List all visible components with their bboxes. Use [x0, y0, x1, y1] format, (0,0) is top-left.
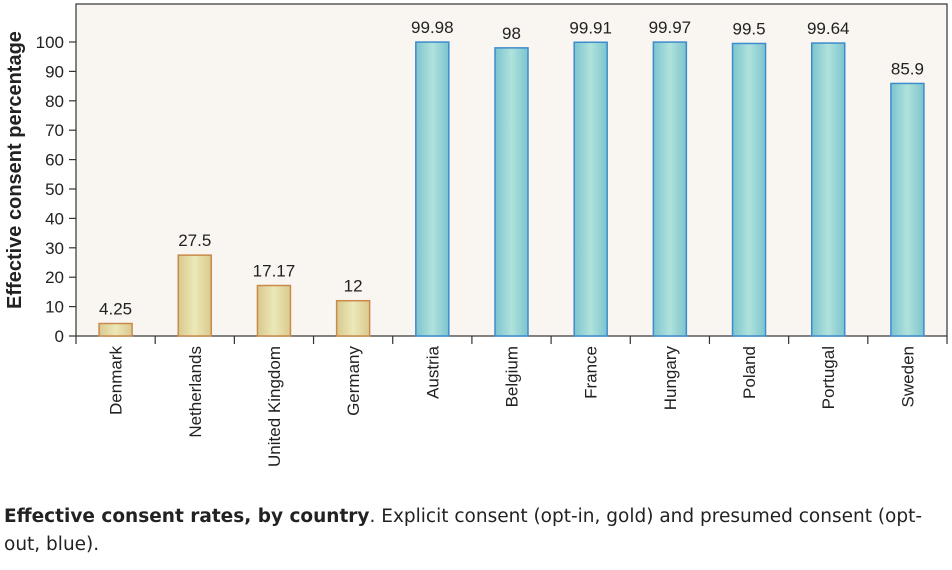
x-tick-label: Portugal: [819, 346, 838, 409]
x-tick-label: Germany: [344, 346, 363, 416]
caption-text: . Explicit consent (opt-in, gold) and pr…: [4, 506, 923, 555]
y-axis-label: Effective consent percentage: [4, 31, 26, 309]
data-label: 99.5: [732, 19, 765, 38]
data-label: 85.9: [891, 59, 924, 78]
bar-denmark: [98, 322, 133, 337]
y-tick-label: 70: [45, 121, 64, 140]
y-axis: 0 10 20 30 40 50 60 70 80 90 100: [36, 33, 76, 346]
data-label: 27.5: [178, 231, 211, 250]
x-tick-label: United Kingdom: [265, 346, 284, 467]
y-tick-label: 100: [36, 33, 64, 52]
y-tick-label: 90: [45, 62, 64, 81]
x-tick-label: Austria: [423, 345, 442, 398]
data-label: 4.25: [99, 300, 132, 319]
y-tick-label: 10: [45, 298, 64, 317]
y-tick-label: 30: [45, 239, 64, 258]
data-label: 98: [502, 24, 521, 43]
y-tick-label: 40: [45, 209, 64, 228]
data-label: 12: [344, 277, 363, 296]
bar-hungary: [652, 41, 688, 337]
bar-chart: 0 10 20 30 40 50 60 70 80 90 100 4.25 27.5 17.17 12 99…: [4, 3, 948, 467]
data-label: 99.97: [649, 18, 692, 37]
y-tick-label: 20: [45, 268, 64, 287]
bar-austria: [415, 41, 450, 337]
y-tick-label: 60: [45, 151, 64, 170]
x-tick-label: Belgium: [503, 346, 522, 407]
caption-title: Effective consent rates, by country: [4, 506, 370, 527]
y-tick-label: 0: [55, 327, 64, 346]
data-label: 99.91: [569, 18, 612, 37]
bar-belgium: [494, 47, 529, 337]
x-tick-label: Hungary: [661, 346, 680, 411]
data-label: 99.98: [411, 18, 454, 37]
bars: 4.25 27.5 17.17 12 99.98 98 99.91 99.97 99.5 99.6…: [98, 18, 925, 337]
x-tick-label: France: [582, 346, 601, 399]
bar-poland: [731, 42, 767, 337]
x-tick-label: Netherlands: [186, 346, 205, 438]
x-axis: Denmark Netherlands United Kingdom Germany A…: [75, 336, 948, 467]
y-tick-label: 80: [45, 92, 64, 111]
bar-germany: [335, 299, 371, 337]
figure-caption: Effective consent rates, by country. Exp…: [4, 503, 944, 559]
x-tick-label: Sweden: [898, 346, 917, 407]
x-tick-label: Poland: [740, 346, 759, 399]
x-tick-label: Denmark: [107, 346, 126, 415]
bar-united-kingdom: [256, 284, 292, 337]
bar-netherlands: [177, 254, 213, 337]
data-label: 99.64: [807, 19, 850, 38]
bar-portugal: [810, 42, 846, 337]
bar-france: [573, 41, 608, 337]
bar-sweden: [890, 82, 925, 337]
data-label: 17.17: [253, 262, 296, 281]
y-tick-label: 50: [45, 180, 64, 199]
